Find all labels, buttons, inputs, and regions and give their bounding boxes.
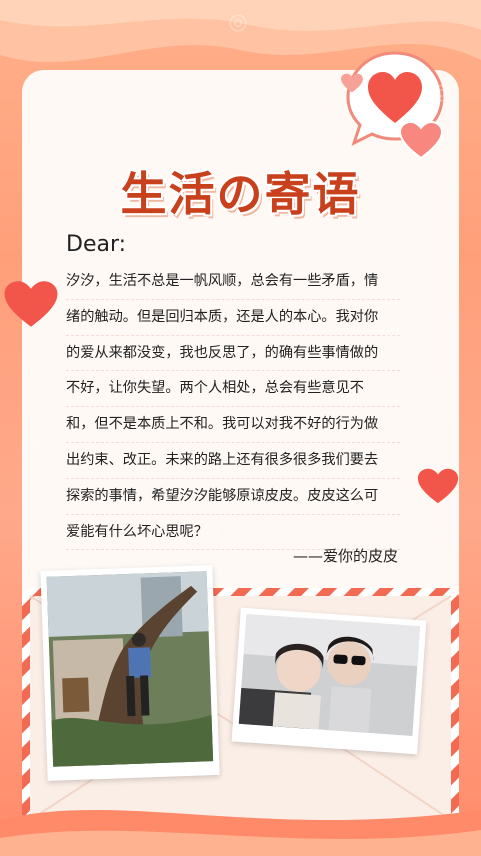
signature: ——爱你的皮皮 xyxy=(292,547,398,565)
letter-body: 汐汐，生活不总是一帆风顺，总会有一些矛盾，情 绪的触动。但是回归本质，还是人的本… xyxy=(66,264,400,551)
top-wave-decoration xyxy=(0,0,481,63)
letter-line: 汐汐，生活不总是一帆风顺，总会有一些矛盾，情 xyxy=(66,264,400,300)
photo-image xyxy=(46,571,214,767)
tree-climbing-photo xyxy=(40,565,220,781)
small-heart-icon xyxy=(398,120,444,160)
photo-image xyxy=(238,614,421,736)
right-heart-icon xyxy=(417,468,459,504)
speech-bubble-heart-icon xyxy=(346,51,444,146)
letter-line: 绪的触动。但是回归本质，还是人的本心。我对你 xyxy=(66,300,400,336)
letter-line: 出约束、改正。未来的路上还有很多很多我们要去 xyxy=(66,443,400,479)
tiny-heart-icon xyxy=(341,73,363,93)
letter-line: 探索的事情，希望汐汐能够原谅皮皮。皮皮这么可 xyxy=(66,479,400,515)
page-title: 生活の寄语 xyxy=(120,167,361,221)
bottom-wave-decoration xyxy=(0,810,481,856)
left-heart-icon xyxy=(4,281,58,327)
letter-line: 不好，让你失望。两个人相处，总会有些意见不 xyxy=(66,371,400,408)
salutation: Dear: xyxy=(66,232,127,257)
couple-selfie-photo xyxy=(231,607,427,755)
letter-line: 爱能有什么坏心思呢？ xyxy=(66,515,400,551)
letter-line: 和，但不是本质上不和。我可以对我不好的行为做 xyxy=(66,407,400,443)
letter-line: 的爱从来都没变，我也反思了，的确有些事情做的 xyxy=(66,336,400,372)
